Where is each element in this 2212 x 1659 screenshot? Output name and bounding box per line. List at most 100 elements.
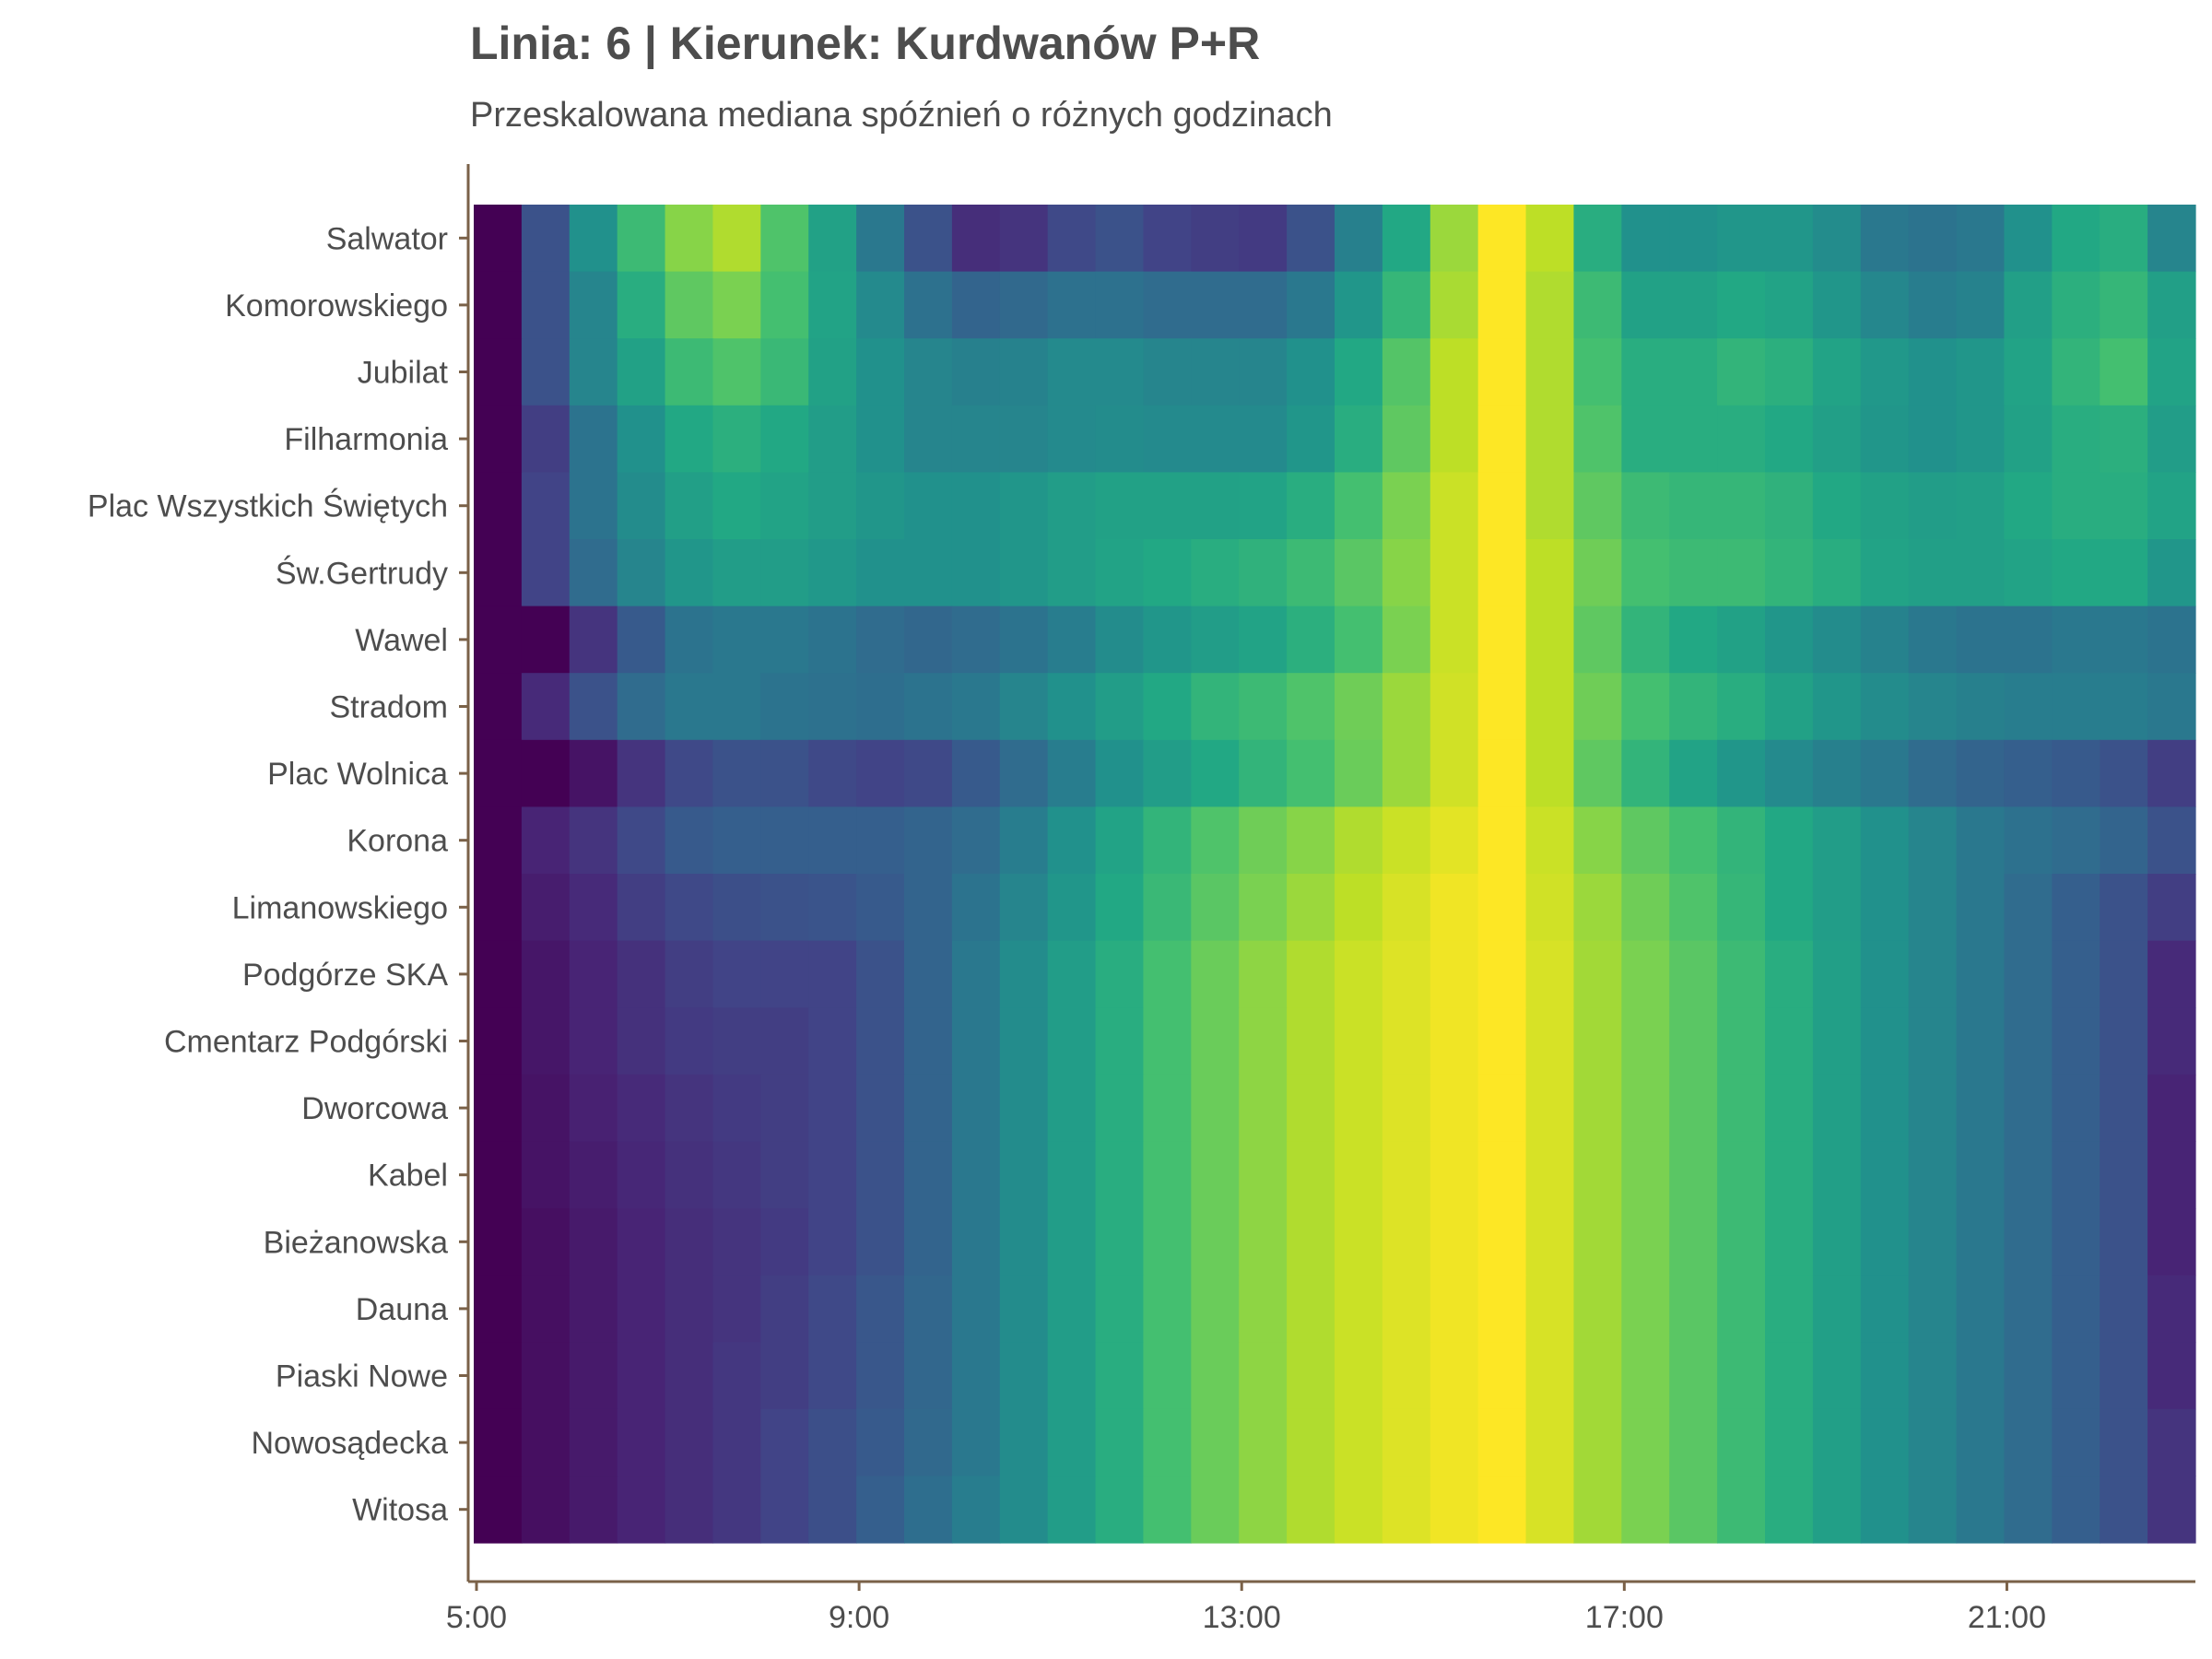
heatmap-cell	[2052, 338, 2100, 406]
x-axis-labels: 5:00 9:00 13:00 17:00 21:00	[446, 1600, 2046, 1635]
heatmap-cell	[2004, 338, 2053, 406]
heatmap-cell	[1095, 606, 1145, 674]
heatmap-cell	[760, 1342, 809, 1410]
heatmap-cell	[617, 1476, 666, 1544]
heatmap-cell	[1860, 472, 1910, 540]
heatmap-cell	[1239, 874, 1288, 942]
heatmap-cell	[617, 539, 666, 607]
heatmap-cell	[999, 739, 1049, 807]
heatmap-cell	[474, 940, 523, 1008]
heatmap-cell	[1477, 1208, 1527, 1277]
heatmap-cell	[2052, 739, 2100, 807]
heatmap-cell	[904, 1342, 953, 1410]
heatmap-cell	[1669, 405, 1718, 473]
heatmap-cell	[1047, 205, 1097, 273]
heatmap-cell	[1239, 271, 1288, 339]
heatmap-cell	[1908, 673, 1958, 741]
heatmap-cell	[1573, 1141, 1622, 1209]
chart-subtitle: Przeskalowana mediana spóźnień o różnych…	[470, 96, 1333, 135]
y-tick-label: Podgórze SKA	[242, 958, 448, 993]
heatmap-cell	[474, 1275, 523, 1343]
heatmap-cell	[808, 271, 857, 339]
heatmap-cell	[2147, 1275, 2196, 1343]
heatmap-cell	[951, 271, 1001, 339]
heatmap-cell	[665, 1208, 714, 1277]
heatmap-cell	[1477, 1342, 1527, 1410]
y-tick-label: Stradom	[330, 690, 449, 725]
heatmap-cell	[617, 1342, 666, 1410]
heatmap-cell	[712, 205, 761, 273]
heatmap-cell	[1239, 1408, 1288, 1477]
heatmap-cell	[951, 1408, 1001, 1477]
heatmap-cell	[665, 806, 714, 875]
heatmap-cell	[1382, 739, 1431, 807]
heatmap-cell	[2147, 673, 2196, 741]
y-tick-label: Bieżanowska	[264, 1225, 448, 1260]
heatmap-cell	[569, 539, 618, 607]
heatmap-cell	[1908, 1408, 1958, 1477]
heatmap-cell	[1382, 1074, 1431, 1142]
heatmap-cell	[521, 1408, 571, 1477]
heatmap-cell	[1191, 1275, 1240, 1343]
heatmap-cell	[1621, 1408, 1670, 1477]
y-tick-label: Witosa	[352, 1493, 448, 1528]
heatmap-cell	[1956, 1074, 2006, 1142]
heatmap-cell	[2147, 1408, 2196, 1477]
heatmap-cell	[1860, 1408, 1910, 1477]
heatmap-cell	[1956, 1141, 2006, 1209]
heatmap-cell	[1908, 338, 1958, 406]
heatmap-cell	[760, 472, 809, 540]
heatmap-cell	[1765, 673, 1814, 741]
heatmap-cell	[2052, 1476, 2100, 1544]
heatmap-cell	[1956, 1275, 2006, 1343]
heatmap-cell	[2100, 205, 2148, 273]
heatmap-cell	[1382, 405, 1431, 473]
heatmap-cell	[569, 1007, 618, 1076]
heatmap-cell	[1621, 271, 1670, 339]
heatmap-cell	[1573, 405, 1622, 473]
heatmap-cell	[665, 1342, 714, 1410]
heatmap-cell	[1477, 1074, 1527, 1142]
heatmap-cell	[2004, 1007, 2053, 1076]
heatmap-cell	[1477, 539, 1527, 607]
heatmap-cell	[1239, 940, 1288, 1008]
heatmap-cell	[760, 539, 809, 607]
heatmap-cell	[1765, 205, 1814, 273]
heatmap-cell	[856, 806, 905, 875]
heatmap-cell	[1573, 739, 1622, 807]
heatmap-cell	[1287, 205, 1335, 273]
heatmap-cell	[665, 472, 714, 540]
heatmap-cell	[2052, 874, 2100, 942]
heatmap-cell	[2052, 1007, 2100, 1076]
heatmap-cell	[904, 1074, 953, 1142]
heatmap-cell	[1430, 673, 1479, 741]
heatmap-cell	[1621, 472, 1670, 540]
heatmap-cell	[1430, 1476, 1479, 1544]
x-tick-label: 13:00	[1203, 1600, 1281, 1635]
heatmap-cell	[1717, 205, 1766, 273]
heatmap-cell	[1860, 539, 1910, 607]
heatmap-cell	[1335, 806, 1383, 875]
heatmap-cell	[2052, 1208, 2100, 1277]
heatmap-cell	[2100, 673, 2148, 741]
heatmap-cell	[665, 338, 714, 406]
heatmap-cell	[474, 539, 523, 607]
heatmap-cell	[904, 874, 953, 942]
heatmap-cell	[1525, 472, 1575, 540]
heatmap-cell	[1239, 1007, 1288, 1076]
heatmap-cell	[2147, 338, 2196, 406]
y-tick-label: Dworcowa	[301, 1091, 448, 1126]
heatmap-cell	[1812, 271, 1862, 339]
heatmap-cell	[2147, 539, 2196, 607]
heatmap-cell	[904, 940, 953, 1008]
heatmap-cell	[1239, 1342, 1288, 1410]
heatmap-cell	[2004, 205, 2053, 273]
heatmap-cell	[1765, 1208, 1814, 1277]
heatmap-cell	[569, 205, 618, 273]
heatmap-cell	[1335, 874, 1383, 942]
heatmap-cell	[1908, 874, 1958, 942]
heatmap-cell	[2004, 539, 2053, 607]
heatmap-cell	[1335, 539, 1383, 607]
heatmap-cell	[1382, 205, 1431, 273]
heatmap-cell	[1095, 539, 1145, 607]
